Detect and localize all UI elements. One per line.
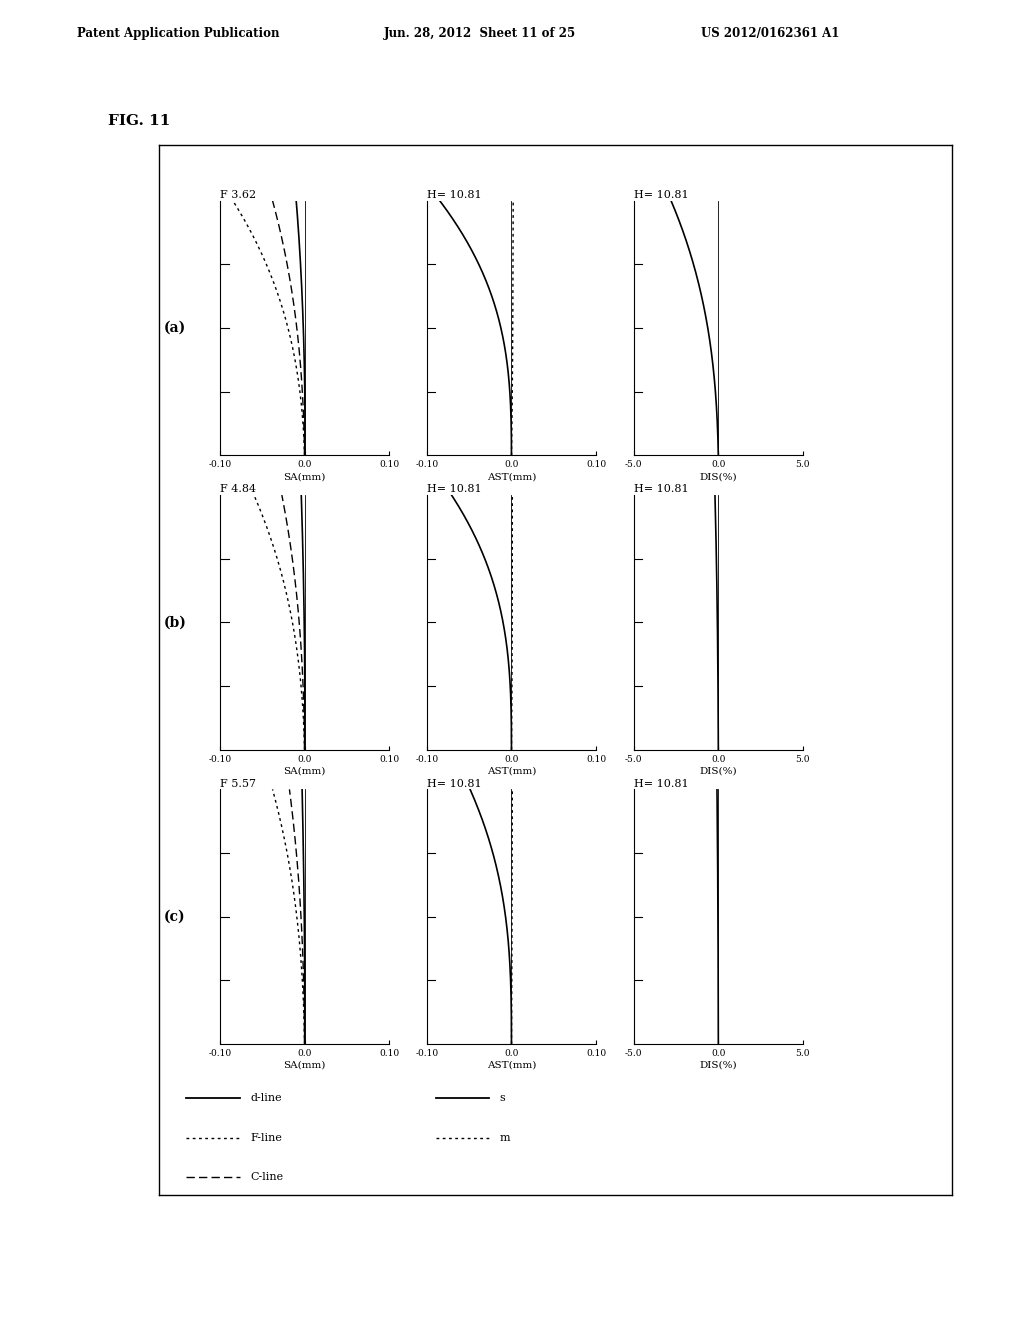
Text: H= 10.81: H= 10.81 <box>427 484 481 494</box>
Text: F 4.84: F 4.84 <box>220 484 256 494</box>
X-axis label: AST(mm): AST(mm) <box>486 473 537 480</box>
Text: s: s <box>500 1093 506 1104</box>
Text: m: m <box>500 1133 510 1143</box>
X-axis label: AST(mm): AST(mm) <box>486 767 537 775</box>
Text: H= 10.81: H= 10.81 <box>427 190 481 199</box>
Text: H= 10.81: H= 10.81 <box>427 779 481 788</box>
Text: Jun. 28, 2012  Sheet 11 of 25: Jun. 28, 2012 Sheet 11 of 25 <box>384 28 577 40</box>
X-axis label: DIS(%): DIS(%) <box>699 473 737 480</box>
Text: C-line: C-line <box>250 1172 284 1181</box>
Text: d-line: d-line <box>250 1093 282 1104</box>
Text: F-line: F-line <box>250 1133 282 1143</box>
Text: (a): (a) <box>164 321 186 335</box>
Text: H= 10.81: H= 10.81 <box>634 484 688 494</box>
Text: (b): (b) <box>164 615 186 630</box>
Text: FIG. 11: FIG. 11 <box>108 115 170 128</box>
X-axis label: DIS(%): DIS(%) <box>699 1061 737 1069</box>
X-axis label: AST(mm): AST(mm) <box>486 1061 537 1069</box>
Text: US 2012/0162361 A1: US 2012/0162361 A1 <box>701 28 840 40</box>
Text: (c): (c) <box>164 909 185 924</box>
X-axis label: SA(mm): SA(mm) <box>284 473 326 480</box>
Text: F 5.57: F 5.57 <box>220 779 256 788</box>
Text: H= 10.81: H= 10.81 <box>634 779 688 788</box>
Text: Patent Application Publication: Patent Application Publication <box>77 28 280 40</box>
X-axis label: DIS(%): DIS(%) <box>699 767 737 775</box>
X-axis label: SA(mm): SA(mm) <box>284 1061 326 1069</box>
Text: H= 10.81: H= 10.81 <box>634 190 688 199</box>
Text: F 3.62: F 3.62 <box>220 190 256 199</box>
X-axis label: SA(mm): SA(mm) <box>284 767 326 775</box>
